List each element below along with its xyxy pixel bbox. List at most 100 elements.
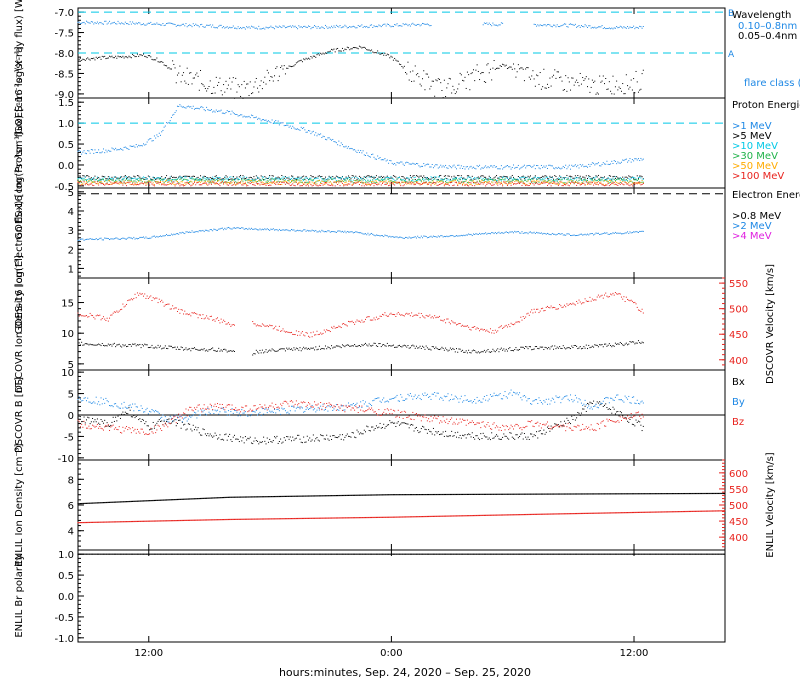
data-point <box>213 180 215 182</box>
data-point <box>389 177 391 179</box>
data-point <box>275 120 277 122</box>
data-point <box>385 176 387 178</box>
data-point <box>441 178 443 180</box>
data-point <box>135 144 137 146</box>
data-point <box>588 183 590 185</box>
data-point <box>337 47 339 49</box>
data-point <box>284 350 286 352</box>
data-point <box>355 345 357 347</box>
data-point <box>151 178 153 180</box>
data-point <box>367 232 369 234</box>
data-point <box>517 231 519 233</box>
data-point <box>105 345 107 347</box>
data-point <box>261 349 263 351</box>
data-point <box>533 164 535 166</box>
data-point <box>441 166 443 168</box>
data-point <box>373 234 375 236</box>
data-point <box>164 180 166 182</box>
data-point <box>562 89 564 91</box>
data-point <box>482 351 484 353</box>
data-point <box>437 181 439 183</box>
data-point <box>297 179 299 181</box>
data-point <box>631 341 633 343</box>
data-point <box>489 177 491 179</box>
data-point <box>618 86 620 88</box>
data-point <box>224 181 226 183</box>
data-point <box>139 236 141 238</box>
reference-label: A <box>728 50 735 60</box>
data-point <box>146 181 148 183</box>
data-point <box>327 137 329 139</box>
data-point <box>350 181 352 183</box>
data-point <box>462 79 464 81</box>
data-point <box>340 142 342 144</box>
data-point <box>196 182 198 184</box>
data-point <box>200 178 202 180</box>
data-point <box>388 162 390 164</box>
data-point <box>192 105 194 107</box>
data-point <box>583 182 585 184</box>
data-point <box>155 23 157 25</box>
data-point <box>334 177 336 179</box>
legend-title: Wavelength <box>732 10 791 21</box>
data-point <box>540 164 542 166</box>
data-point <box>499 232 501 234</box>
data-point <box>500 232 502 234</box>
data-point <box>174 112 176 114</box>
data-point <box>349 25 351 27</box>
data-point <box>161 299 163 301</box>
data-point <box>122 55 124 57</box>
data-point <box>630 176 632 178</box>
data-point <box>527 179 529 181</box>
data-point <box>223 319 225 321</box>
data-point <box>87 181 89 183</box>
data-point <box>185 176 187 178</box>
y-tick-label: 3 <box>68 226 74 237</box>
data-point <box>560 76 562 78</box>
data-point <box>543 180 545 182</box>
data-point <box>426 176 428 178</box>
data-point <box>134 146 136 148</box>
data-point <box>93 181 95 183</box>
data-point <box>270 179 272 181</box>
data-point <box>130 345 132 347</box>
data-point <box>149 296 151 298</box>
data-point <box>485 177 487 179</box>
data-point <box>594 164 596 166</box>
data-point <box>110 183 112 185</box>
data-point <box>597 174 599 176</box>
data-point <box>415 182 417 184</box>
data-point <box>105 179 107 181</box>
data-point <box>281 177 283 179</box>
data-point <box>436 80 438 82</box>
data-point <box>563 23 565 25</box>
data-point <box>122 237 124 239</box>
data-point <box>383 179 385 181</box>
data-point <box>538 180 540 182</box>
data-point <box>323 348 325 350</box>
data-point <box>430 185 432 187</box>
data-point <box>128 299 130 301</box>
data-point <box>112 343 114 345</box>
data-point <box>88 238 90 240</box>
data-point <box>117 177 119 179</box>
data-point <box>548 346 550 348</box>
data-point <box>255 349 257 351</box>
data-point <box>213 181 215 183</box>
data-point <box>409 347 411 349</box>
data-point <box>135 184 137 186</box>
data-point <box>585 25 587 27</box>
data-point <box>455 181 457 183</box>
data-point <box>101 177 103 179</box>
data-point <box>523 182 525 184</box>
data-point <box>455 91 457 93</box>
data-point <box>247 116 249 118</box>
data-point <box>533 177 535 179</box>
y-axis-label: GOES-16 log(Proton flux) [cm⁻²s⁻¹sr⁻¹] <box>14 46 25 240</box>
data-point <box>429 25 431 27</box>
data-point <box>584 24 586 26</box>
data-point <box>99 314 101 316</box>
data-point <box>469 89 471 91</box>
data-point <box>596 183 598 185</box>
legend-entry: >2 MeV <box>732 221 772 232</box>
